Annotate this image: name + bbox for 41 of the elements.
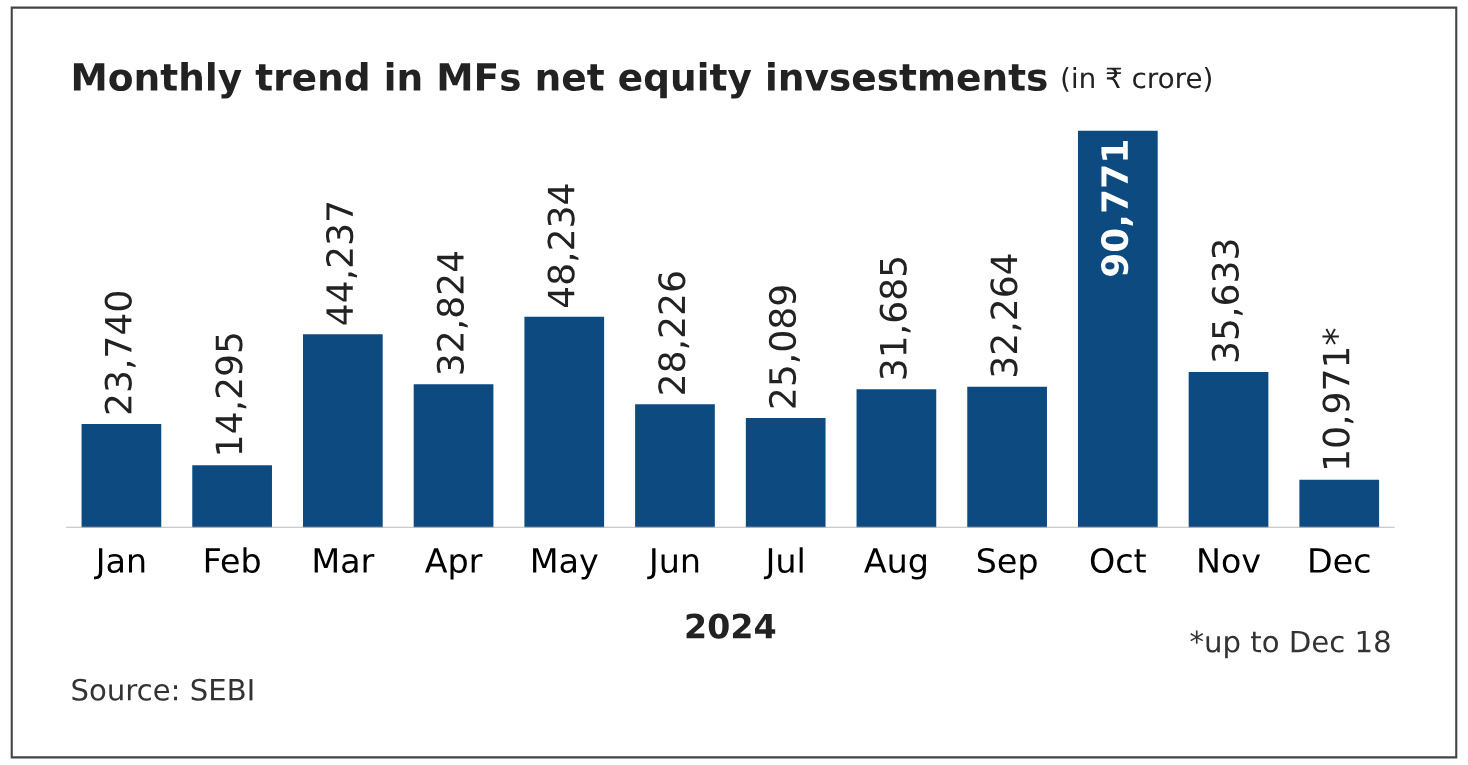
bar bbox=[81, 423, 162, 528]
bar bbox=[745, 418, 826, 528]
x-tick-label: Jul bbox=[763, 547, 803, 580]
x-tick-label: Feb bbox=[205, 547, 260, 574]
x-tick-label: Nov bbox=[1199, 548, 1261, 574]
bar bbox=[856, 389, 937, 528]
x-tick-label: Jun bbox=[647, 548, 699, 580]
x-tick-label: Jan bbox=[94, 548, 145, 580]
data-label: 44,237 bbox=[326, 203, 357, 325]
data-label: 32,824 bbox=[436, 251, 468, 374]
chart-subtitle: (in ₹ crore) bbox=[1062, 66, 1211, 92]
data-label: 48,234 bbox=[547, 184, 579, 308]
bar bbox=[524, 316, 605, 528]
bar bbox=[192, 465, 272, 528]
data-label: 35,633 bbox=[1211, 240, 1243, 362]
x-tick-label: Apr bbox=[424, 548, 483, 580]
x-tick-label: Oct bbox=[1090, 547, 1146, 574]
text: *up to Dec 18 bbox=[1190, 630, 1390, 659]
data-label: 10,971* bbox=[1322, 328, 1354, 468]
x-tick-label: Sep bbox=[977, 547, 1037, 580]
x-tick-label: May bbox=[533, 548, 598, 580]
data-label: 14,295 bbox=[215, 334, 247, 454]
x-tick-label: Mar bbox=[314, 548, 375, 574]
data-label: 28,226 bbox=[658, 272, 690, 394]
x-tick-label: Dec bbox=[1310, 548, 1370, 574]
x-tick-label: Aug bbox=[864, 548, 926, 580]
bar bbox=[967, 386, 1047, 528]
bar bbox=[635, 404, 715, 528]
chart-title: Monthly trend in MFs net equity invsestments bbox=[73, 62, 1047, 99]
bar bbox=[1188, 371, 1269, 528]
bar bbox=[1077, 130, 1158, 528]
data-label: 25,089 bbox=[768, 286, 800, 408]
x-axis-title: 2024 bbox=[686, 613, 776, 639]
data-label: 90,771 bbox=[1100, 141, 1133, 277]
data-label: 31,685 bbox=[879, 258, 911, 379]
bar bbox=[413, 384, 494, 528]
source-note: Source: SEBI bbox=[72, 678, 253, 701]
bar bbox=[302, 334, 383, 528]
data-label: 23,740 bbox=[104, 292, 136, 414]
data-label: 32,264 bbox=[990, 254, 1022, 376]
bar bbox=[1299, 479, 1380, 528]
